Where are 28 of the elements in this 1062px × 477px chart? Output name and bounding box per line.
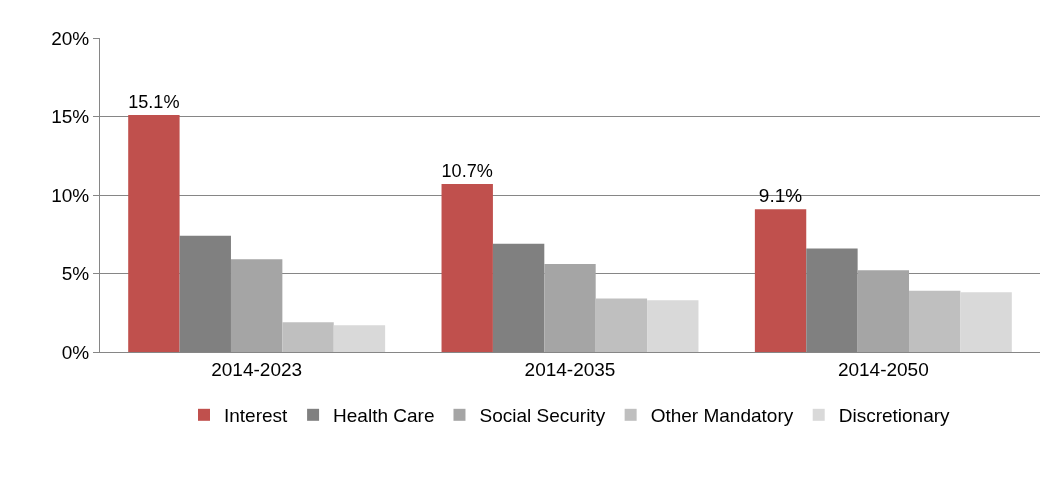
bar	[282, 322, 334, 352]
legend-label: Interest	[224, 405, 289, 427]
y-tick-label: 5%	[61, 263, 90, 285]
data-label: 10.7%	[441, 161, 493, 182]
bar	[544, 264, 596, 352]
legend-label: Social Security	[479, 405, 606, 427]
y-tick-label: 0%	[61, 341, 90, 363]
bar	[128, 114, 180, 352]
legend-label: Other Mandatory	[650, 405, 794, 427]
x-tick-label: 2014-2050	[837, 358, 929, 380]
bar	[909, 290, 961, 352]
data-label: 15.1%	[128, 92, 180, 113]
y-tick-label: 10%	[51, 184, 90, 206]
y-tick-label: 15%	[51, 106, 90, 128]
data-label: 9.1%	[758, 185, 803, 207]
bar	[754, 209, 807, 352]
legend-label: Discretionary	[838, 405, 951, 427]
bar	[441, 184, 493, 352]
bar	[595, 298, 648, 352]
bar	[333, 325, 386, 352]
y-tick-label: 20%	[51, 27, 90, 49]
x-tick-label: 2014-2035	[524, 358, 616, 380]
bar	[960, 292, 1012, 352]
legend-label: Health Care	[333, 405, 435, 427]
bar	[230, 259, 283, 352]
bar	[647, 300, 699, 352]
bar	[857, 270, 910, 352]
x-tick-label: 2014-2023	[211, 358, 303, 380]
